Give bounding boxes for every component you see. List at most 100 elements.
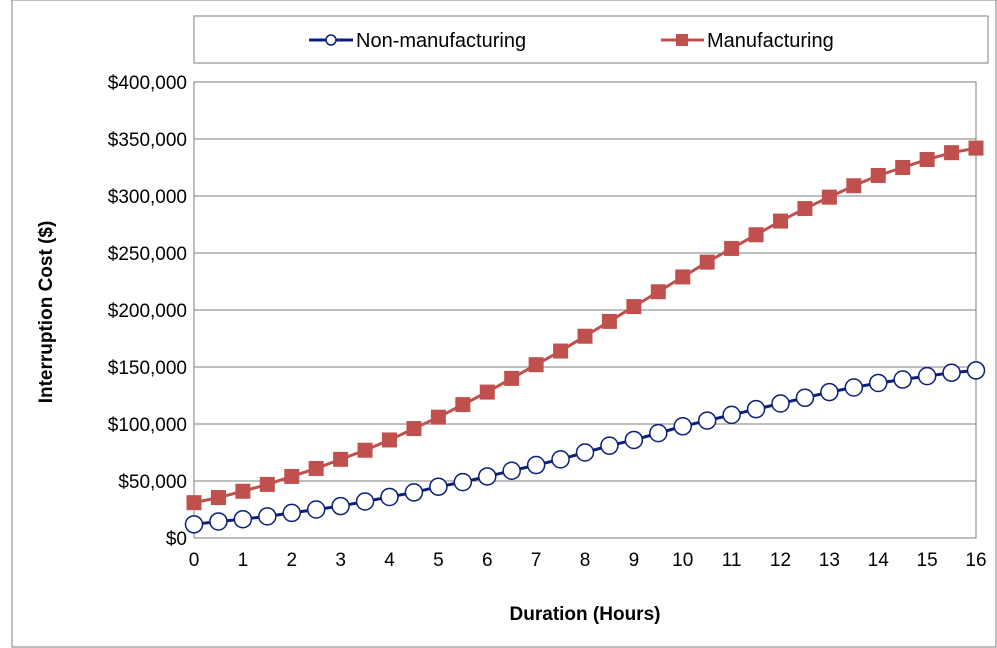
data-point-non-manufacturing xyxy=(453,472,473,492)
x-tick-label: 15 xyxy=(917,550,938,571)
data-point-manufacturing xyxy=(748,227,764,243)
legend-marker-manufacturing xyxy=(676,34,688,46)
data-point-manufacturing xyxy=(724,240,740,256)
x-axis-tick-labels: 0 1 2 3 4 5 6 7 8 9 10 11 12 13 14 15 16 xyxy=(189,550,987,571)
legend-item-manufacturing: Manufacturing xyxy=(661,30,834,52)
x-axis-title: Duration (Hours) xyxy=(510,604,661,625)
data-point-non-manufacturing xyxy=(771,394,790,413)
data-point-non-manufacturing xyxy=(355,492,375,511)
data-point-non-manufacturing xyxy=(942,363,961,382)
data-point-manufacturing xyxy=(577,328,593,344)
data-point-manufacturing xyxy=(895,160,911,175)
data-point-manufacturing xyxy=(235,483,251,499)
data-point-non-manufacturing xyxy=(282,503,301,523)
data-point-manufacturing xyxy=(357,442,373,458)
data-point-manufacturing xyxy=(479,384,495,400)
data-point-non-manufacturing xyxy=(673,417,692,436)
data-point-non-manufacturing xyxy=(966,361,986,380)
x-tick-label: 8 xyxy=(580,550,591,571)
x-tick-label: 11 xyxy=(722,550,742,571)
data-point-non-manufacturing xyxy=(502,461,521,480)
y-tick-label: $100,000 xyxy=(108,415,187,436)
data-point-non-manufacturing xyxy=(600,436,619,455)
data-point-manufacturing xyxy=(333,451,349,467)
data-point-non-manufacturing xyxy=(429,477,448,496)
data-point-non-manufacturing xyxy=(893,370,912,389)
data-point-manufacturing xyxy=(846,178,862,194)
data-point-manufacturing xyxy=(919,152,935,168)
x-tick-label: 1 xyxy=(238,550,249,571)
data-point-manufacturing xyxy=(284,468,300,484)
x-tick-label: 12 xyxy=(770,550,791,571)
data-point-non-manufacturing xyxy=(331,496,350,516)
x-tick-label: 9 xyxy=(629,550,640,571)
data-point-manufacturing xyxy=(650,284,666,300)
data-point-non-manufacturing xyxy=(478,467,497,486)
data-point-non-manufacturing xyxy=(624,430,644,450)
plot-border xyxy=(193,81,977,539)
x-tick-label: 16 xyxy=(965,550,986,571)
plot-area xyxy=(193,81,977,539)
x-tick-label: 2 xyxy=(286,550,297,571)
y-tick-label: $350,000 xyxy=(108,130,187,151)
x-tick-label: 5 xyxy=(433,550,444,571)
data-point-manufacturing xyxy=(797,201,813,217)
chart-area xyxy=(11,0,997,648)
data-point-manufacturing xyxy=(699,254,715,270)
data-point-non-manufacturing xyxy=(551,450,570,469)
data-point-manufacturing xyxy=(186,495,202,511)
data-point-manufacturing xyxy=(406,421,422,437)
x-tick-label: 0 xyxy=(189,550,200,571)
series-layer xyxy=(184,140,986,534)
data-point-manufacturing xyxy=(675,269,691,285)
x-tick-label: 14 xyxy=(868,550,890,571)
x-tick-label: 7 xyxy=(531,550,542,571)
y-axis-title: Interruption Cost ($) xyxy=(36,221,57,404)
x-tick-label: 10 xyxy=(672,550,693,571)
data-point-non-manufacturing xyxy=(746,399,766,419)
legend-label-non-manufacturing: Non-manufacturing xyxy=(356,30,526,52)
data-point-non-manufacturing xyxy=(209,512,228,531)
data-point-manufacturing xyxy=(455,397,471,413)
y-axis-tick-labels: $0 $50,000 $100,000 $150,000 $200,000 $250,00… xyxy=(108,73,187,550)
legend: Non-manufacturing Manufacturing xyxy=(193,15,989,64)
data-point-manufacturing xyxy=(601,313,617,329)
data-point-non-manufacturing xyxy=(844,378,864,397)
x-tick-label: 4 xyxy=(384,550,395,571)
x-tick-label: 3 xyxy=(335,550,346,571)
x-tick-label: 13 xyxy=(819,550,840,571)
data-point-non-manufacturing xyxy=(526,455,546,475)
legend-item-non-manufacturing: Non-manufacturing xyxy=(309,30,526,52)
data-point-non-manufacturing xyxy=(575,443,595,462)
data-point-manufacturing xyxy=(430,409,446,425)
data-point-manufacturing xyxy=(870,167,886,183)
y-tick-label: $50,000 xyxy=(118,472,187,493)
data-point-non-manufacturing xyxy=(697,411,717,430)
data-point-non-manufacturing xyxy=(820,382,839,402)
series-non-manufacturing xyxy=(184,361,986,534)
y-tick-label: $0 xyxy=(166,529,187,550)
data-point-manufacturing xyxy=(968,140,984,156)
data-point-non-manufacturing xyxy=(404,483,424,502)
data-point-manufacturing xyxy=(259,476,275,492)
data-point-manufacturing xyxy=(944,145,960,161)
data-point-non-manufacturing xyxy=(795,388,815,408)
y-tick-label: $300,000 xyxy=(108,187,187,208)
data-point-manufacturing xyxy=(382,432,397,448)
data-point-manufacturing xyxy=(821,189,837,205)
data-point-non-manufacturing xyxy=(258,507,277,526)
legend-marker-non-manufacturing xyxy=(325,34,337,46)
data-point-non-manufacturing xyxy=(306,500,326,519)
y-tick-label: $400,000 xyxy=(108,73,187,94)
y-tick-label: $200,000 xyxy=(108,301,187,322)
data-point-non-manufacturing xyxy=(722,405,741,425)
data-point-manufacturing xyxy=(210,490,226,506)
data-point-manufacturing xyxy=(528,357,544,373)
y-tick-label: $150,000 xyxy=(108,358,187,379)
data-point-non-manufacturing xyxy=(233,509,253,529)
data-point-manufacturing xyxy=(773,213,788,229)
legend-label-manufacturing: Manufacturing xyxy=(707,30,834,52)
data-point-non-manufacturing xyxy=(184,515,204,534)
data-point-non-manufacturing xyxy=(917,366,937,386)
